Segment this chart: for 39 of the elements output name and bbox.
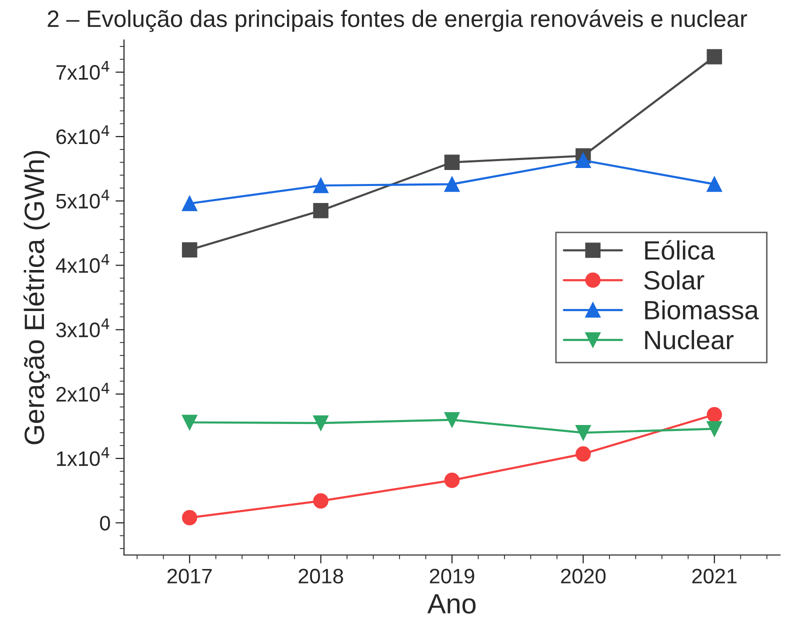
x-axis-title: Ano [427, 594, 476, 614]
x-tick-label: 2018 [298, 568, 344, 584]
y-tick-label: 3x10$^{4}$ [56, 318, 110, 338]
point [444, 154, 460, 170]
y-tick-label: 5x10$^{4}$ [56, 190, 110, 209]
point [706, 49, 722, 64]
point [182, 510, 198, 526]
point [706, 421, 722, 436]
y-tick-label: 7x10$^{4}$ [56, 60, 110, 80]
point [576, 152, 591, 168]
point [182, 196, 198, 212]
legend-label: Nuclear [645, 330, 734, 350]
point [182, 414, 198, 430]
legend-label: Eólica [645, 240, 715, 260]
point [576, 425, 591, 440]
legend-label: Biomassa [645, 300, 759, 320]
point [576, 446, 591, 462]
point [313, 415, 328, 431]
point [444, 412, 460, 428]
legend-label: Solar [644, 270, 704, 290]
point [313, 202, 328, 218]
point [444, 472, 460, 488]
point [313, 493, 328, 509]
y-tick-label: 6x10$^{4}$ [56, 125, 110, 144]
y-tick-label: 4x10$^{4}$ [56, 254, 110, 273]
point [706, 407, 722, 422]
y-tick-label: 0 [100, 516, 110, 531]
point [706, 176, 722, 192]
point [444, 176, 460, 192]
x-tick-label: 2017 [167, 568, 212, 584]
chart-title: 2 – Evolução das principais fontes de energia renováveis e nuclear [48, 10, 748, 32]
x-tick-label: 2020 [561, 568, 606, 584]
y-tick-label: 2x10$^{4}$ [56, 382, 110, 402]
y-tick-label: 1x10$^{4}$ [56, 447, 110, 466]
point [313, 178, 328, 194]
point [182, 242, 198, 258]
x-tick-label: 2021 [692, 568, 737, 584]
x-tick-label: 2019 [430, 568, 474, 584]
y-axis-title: Geração Elétrica (GWh) [23, 151, 50, 444]
